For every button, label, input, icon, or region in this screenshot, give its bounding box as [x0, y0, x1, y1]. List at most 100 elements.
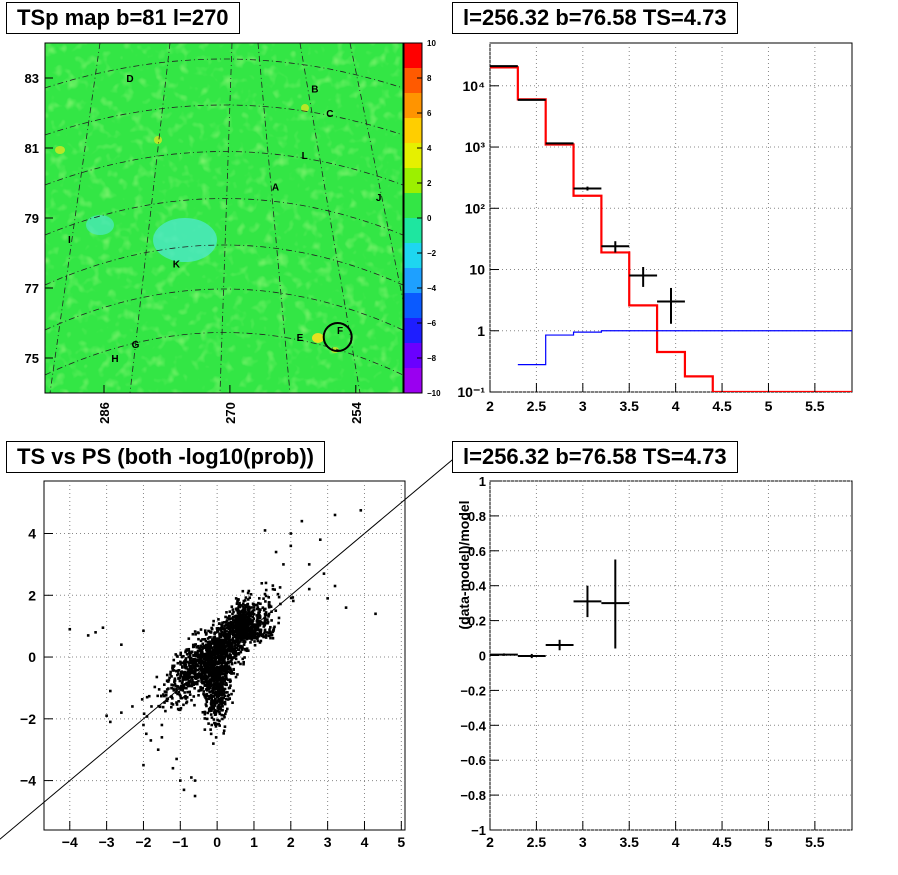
scatter-point	[231, 608, 235, 611]
scatter-point	[274, 609, 278, 612]
colorbar-band	[404, 193, 422, 219]
heatmap-y-tick-label: 75	[25, 351, 39, 366]
scatter-point	[222, 696, 226, 700]
scatter-point	[267, 615, 270, 618]
scatter-point	[208, 659, 212, 663]
scatter-x-tick-label: 3	[324, 834, 332, 850]
scatter-point	[210, 676, 213, 680]
scatter-point	[188, 690, 192, 694]
scatter-point	[157, 688, 161, 691]
scatter-point	[217, 622, 221, 626]
scatter-point	[193, 779, 197, 782]
scatter-point	[249, 614, 253, 618]
scatter-point	[153, 685, 157, 689]
scatter-point	[160, 736, 164, 739]
scatter-point	[257, 615, 260, 619]
scatter-point	[218, 661, 221, 665]
scatter-point	[235, 602, 239, 605]
scatter-point	[178, 708, 182, 712]
scatter-point	[195, 646, 199, 649]
source-label: E	[297, 333, 304, 344]
scatter-point	[169, 670, 172, 674]
scatter-point	[209, 732, 213, 736]
scatter-point	[250, 621, 253, 625]
scatter-point	[86, 634, 90, 637]
scatter-point	[188, 650, 191, 654]
scatter-point	[183, 675, 186, 678]
scatter-point	[214, 638, 217, 642]
scatter-point	[258, 608, 262, 611]
scatter-point	[172, 684, 175, 687]
scatter-point	[193, 630, 197, 633]
spectrum-panel: 2 2.5 3 3.5 4 4.5 5 5.5 10⁻¹ 1 10 10² 10³ 10⁴	[457, 42, 853, 414]
scatter-point	[231, 701, 234, 705]
scatter-point	[173, 682, 177, 686]
scatter-point	[175, 654, 179, 658]
scatter-point	[203, 662, 207, 665]
scatter-point	[277, 595, 281, 599]
scatter-point	[192, 695, 196, 698]
scatter-point	[243, 604, 247, 607]
scatter-point	[194, 661, 197, 665]
scatter-point	[185, 652, 189, 656]
colorbar-tick-label: −10	[427, 389, 441, 398]
scatter-point	[183, 691, 186, 694]
scatter-point	[264, 636, 268, 639]
scatter-point	[196, 631, 200, 634]
scatter-point	[247, 609, 250, 612]
scatter-point	[212, 695, 216, 698]
scatter-point	[221, 693, 224, 696]
scatter-point	[179, 672, 183, 676]
scatter-point	[186, 673, 190, 676]
scatter-point	[183, 672, 186, 676]
scatter-point	[256, 623, 259, 627]
scatter-point	[238, 601, 241, 605]
scatter-point	[178, 679, 182, 683]
scatter-point	[216, 646, 220, 649]
scatter-point	[233, 650, 237, 654]
scatter-point	[109, 689, 112, 693]
scatter-point	[218, 712, 222, 716]
scatter-point	[256, 632, 260, 635]
scatter-point	[256, 613, 260, 617]
scatter-point	[231, 621, 235, 625]
residual-x-tick-label: 3	[579, 834, 587, 850]
scatter-point	[175, 688, 178, 692]
source-label: J	[376, 193, 382, 204]
scatter-point	[221, 717, 224, 721]
scatter-point	[264, 588, 268, 592]
scatter-point	[252, 612, 256, 616]
scatter-point	[232, 633, 236, 637]
scatter-point	[215, 656, 219, 660]
scatter-point	[239, 626, 243, 629]
scatter-point	[210, 627, 214, 631]
colorbar-band	[404, 243, 422, 269]
scatter-point	[212, 619, 215, 623]
scatter-point	[186, 675, 190, 678]
scatter-point	[217, 647, 221, 651]
residual-x-tick-label: 2.5	[527, 834, 547, 850]
scatter-point	[158, 705, 162, 709]
scatter-point	[221, 644, 225, 648]
scatter-point	[307, 563, 311, 566]
scatter-point	[194, 665, 197, 668]
scatter-point	[245, 635, 248, 639]
scatter-point	[214, 654, 217, 657]
scatter-point	[179, 660, 182, 664]
scatter-point	[212, 685, 216, 689]
scatter-point	[242, 627, 246, 630]
scatter-point	[245, 615, 249, 619]
scatter-point	[205, 717, 209, 721]
scatter-point	[249, 593, 253, 596]
scatter-point	[192, 654, 195, 657]
heatmap-y-tick-label: 83	[25, 71, 39, 86]
scatter-grid	[44, 481, 405, 830]
scatter-point	[245, 619, 249, 622]
scatter-point	[233, 635, 236, 638]
scatter-point	[220, 677, 223, 681]
residual-axes: 2 2.5 3 3.5 4 4.5 5 5.5 1 0.8 0.6 0.4 0.2 0 −0.2 −0.4 −0…	[460, 474, 824, 850]
scatter-point	[187, 655, 191, 659]
scatter-point	[203, 660, 207, 663]
scatter-point	[167, 687, 170, 690]
scatter-title: TS vs PS (both -log10(prob))	[6, 441, 325, 473]
